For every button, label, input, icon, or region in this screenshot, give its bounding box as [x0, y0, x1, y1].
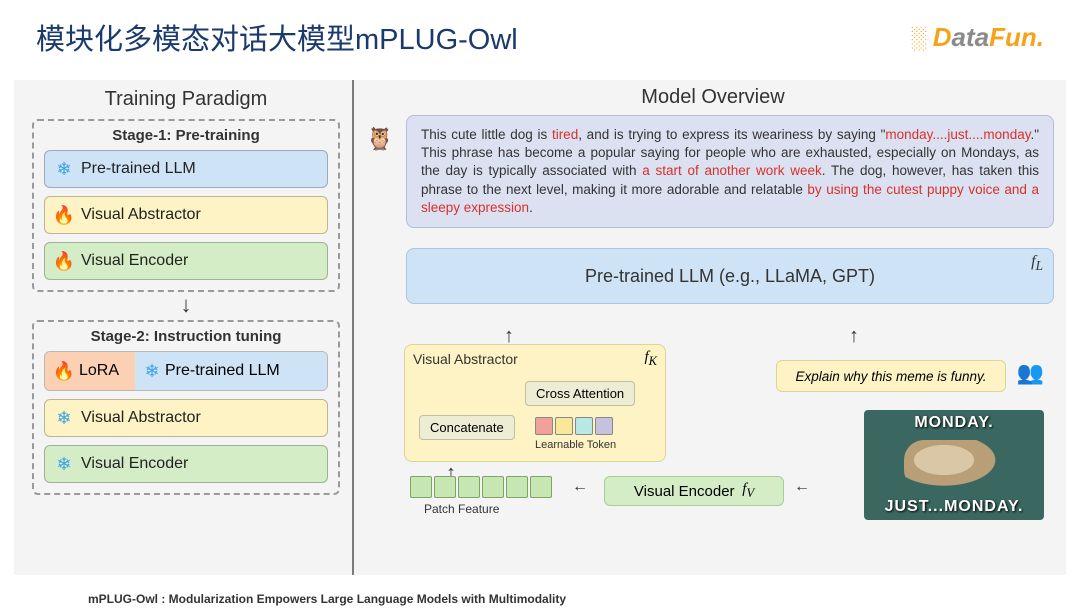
output-highlight: tired — [552, 127, 578, 142]
training-paradigm-column: Training Paradigm Stage-1: Pre-training … — [14, 80, 354, 575]
slide-body: Training Paradigm Stage-1: Pre-training … — [14, 80, 1066, 575]
output-text: . — [529, 200, 533, 215]
concatenate-block: Concatenate — [419, 415, 515, 440]
patch-feature — [506, 476, 528, 498]
stage2-label: Stage-2: Instruction tuning — [44, 328, 328, 345]
lora-block: 🔥 LoRA — [45, 352, 135, 390]
patch-feature-label: Patch Feature — [424, 502, 499, 516]
stage2-block-0: ❄ Visual Abstractor — [44, 399, 328, 437]
block-text: Visual Encoder — [81, 455, 188, 473]
patch-feature — [530, 476, 552, 498]
va-symbol: fK — [644, 349, 657, 369]
snowflake-icon: ❄ — [53, 158, 75, 180]
fire-icon: 🔥 — [53, 360, 75, 382]
people-icon: 👥 — [1017, 360, 1044, 386]
output-highlight: a start of another work week — [642, 163, 821, 178]
left-arrow-icon: ← — [794, 478, 810, 496]
patch-feature — [482, 476, 504, 498]
stage1-block-2: 🔥 Visual Encoder — [44, 242, 328, 280]
block-text: Visual Abstractor — [81, 409, 201, 427]
block-text: Visual Encoder — [81, 252, 188, 270]
right-column-title: Model Overview — [372, 86, 1054, 109]
lora-text: LoRA — [79, 362, 119, 380]
meme-dog-graphic — [904, 440, 1004, 490]
left-column-title: Training Paradigm — [32, 88, 340, 111]
block-text: Visual Abstractor — [81, 206, 201, 224]
learnable-token — [575, 417, 593, 435]
citation-text: mPLUG-Owl : Modularization Empowers Larg… — [88, 592, 566, 606]
patch-feature — [458, 476, 480, 498]
logo: DataFun. — [911, 22, 1044, 53]
va-title: Visual Abstractor — [413, 351, 657, 367]
stage2-box: Stage-2: Instruction tuning 🔥 LoRA ❄ Pre… — [32, 320, 340, 495]
owl-icon: 🦉 — [366, 126, 393, 152]
visual-abstractor-box: Visual Abstractor fK Cross Attention Con… — [404, 344, 666, 462]
ve-symbol: fV — [739, 481, 755, 501]
prompt-box: Explain why this meme is funny. — [776, 360, 1006, 392]
patch-feature-row — [410, 476, 552, 498]
output-text: , and is trying to express its weariness… — [578, 127, 885, 142]
logo-dots-icon — [911, 29, 935, 49]
learnable-token-row — [535, 417, 613, 435]
learnable-token — [595, 417, 613, 435]
stage1-box: Stage-1: Pre-training ❄ Pre-trained LLM 🔥 V… — [32, 119, 340, 292]
snowflake-icon: ❄ — [53, 407, 75, 429]
fire-icon: 🔥 — [53, 250, 75, 272]
block-text: Pre-trained LLM — [81, 160, 196, 178]
stage2-block-1: ❄ Visual Encoder — [44, 445, 328, 483]
learnable-token — [535, 417, 553, 435]
stage1-block-0: ❄ Pre-trained LLM — [44, 150, 328, 188]
patch-feature — [410, 476, 432, 498]
meme-bottom-text: JUST...MONDAY. — [885, 498, 1024, 516]
meme-top-text: MONDAY. — [914, 414, 993, 432]
lora-row: 🔥 LoRA ❄ Pre-trained LLM — [44, 351, 328, 391]
model-output-text: This cute little dog is tired, and is tr… — [406, 115, 1054, 228]
learnable-token-label: Learnable Token — [535, 439, 616, 451]
llm-block: Pre-trained LLM (e.g., LLaMA, GPT) fL — [406, 248, 1054, 304]
stage1-label: Stage-1: Pre-training — [44, 127, 328, 144]
snowflake-icon: ❄ — [53, 453, 75, 475]
model-overview-column: Model Overview 🦉 This cute little dog is… — [354, 80, 1066, 575]
output-text: This cute little dog is — [421, 127, 552, 142]
down-arrow-icon: ↓ — [32, 296, 340, 314]
visual-encoder-block: Visual Encoder fV — [604, 476, 784, 506]
ve-text: Visual Encoder — [634, 483, 735, 500]
llm-text: Pre-trained LLM (e.g., LLaMA, GPT) — [585, 266, 875, 287]
cross-attention-block: Cross Attention — [525, 381, 635, 406]
patch-feature — [434, 476, 456, 498]
slide-title: 模块化多模态对话大模型mPLUG-Owl — [36, 16, 518, 58]
llm-symbol: fL — [1031, 253, 1043, 274]
fire-icon: 🔥 — [53, 204, 75, 226]
stage1-block-1: 🔥 Visual Abstractor — [44, 196, 328, 234]
learnable-token — [555, 417, 573, 435]
output-highlight: monday....just....monday — [885, 127, 1030, 142]
up-arrow-icon: ↑ — [849, 325, 859, 348]
pretrained-llm-block: ❄ Pre-trained LLM — [135, 352, 327, 390]
pllm-text: Pre-trained LLM — [165, 362, 280, 380]
snowflake-icon: ❄ — [141, 360, 163, 382]
left-arrow-icon: ← — [572, 478, 588, 496]
meme-image: MONDAY. JUST...MONDAY. — [864, 410, 1044, 520]
